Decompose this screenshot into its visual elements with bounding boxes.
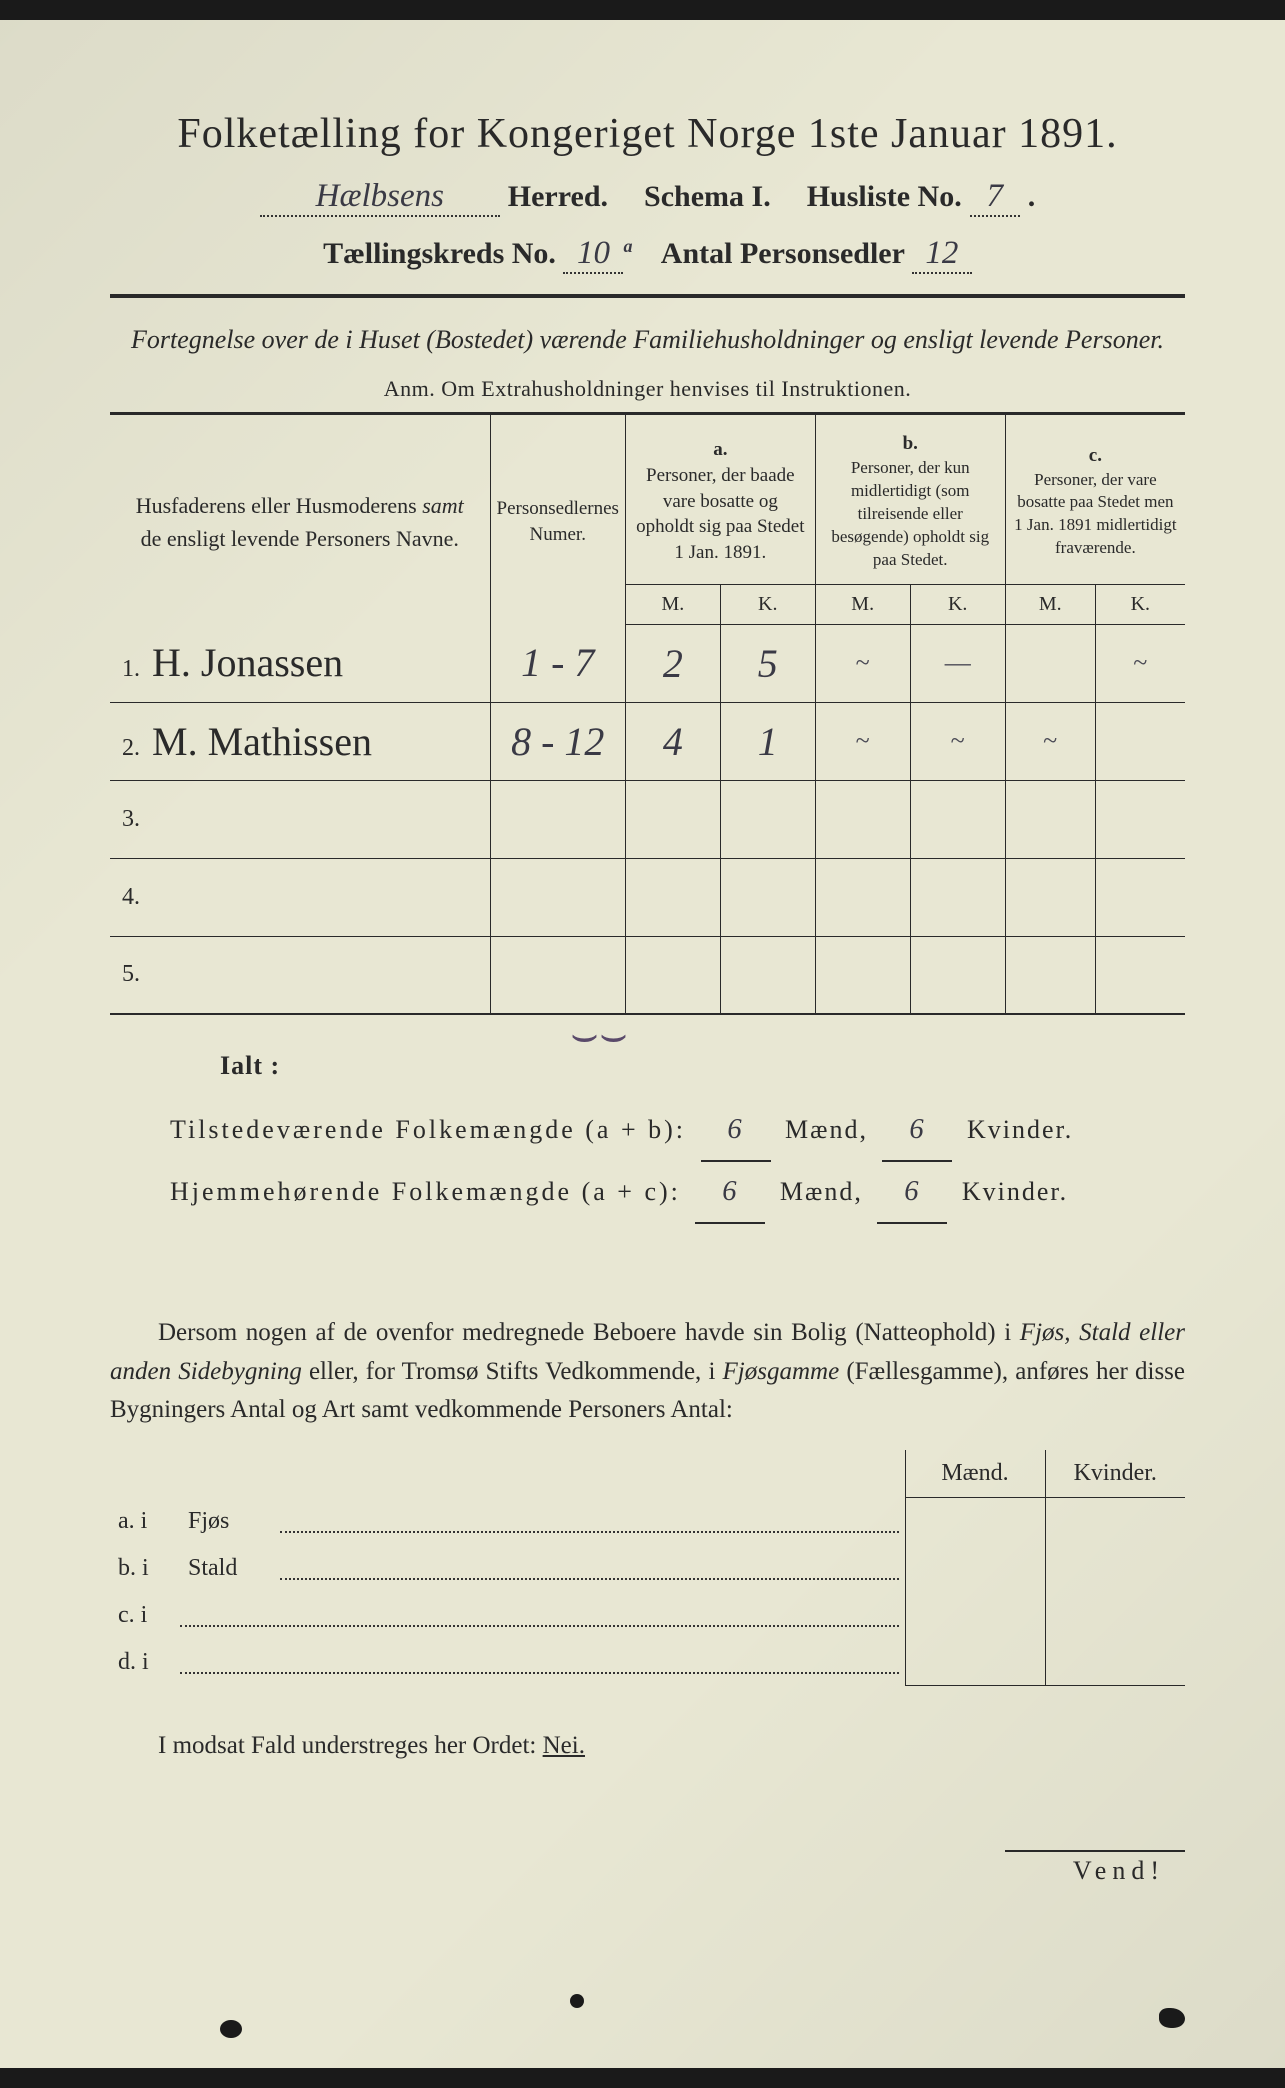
divider-1 [110, 294, 1185, 298]
side-row: d. i [110, 1639, 1185, 1686]
kreds-value: 10 [563, 235, 623, 274]
checkmark-icon: ⌣⌣ [570, 1009, 628, 1060]
total-row-1: Tilstedeværende Folkemængde (a + b): 6 M… [170, 1100, 1185, 1162]
total-row-2: Hjemmehørende Folkemængde (a + c): 6 Mæn… [170, 1162, 1185, 1224]
personsedler-label: Antal Personsedler [661, 237, 905, 270]
col-a-m: M. [625, 584, 720, 624]
annotation-note: Anm. Om Extrahusholdninger henvises til … [110, 376, 1185, 402]
husliste-label: Husliste No. [807, 180, 962, 214]
modsat-line: I modsat Fald understreges her Ordet: Ne… [110, 1732, 1185, 1760]
col-head-c: c. Personer, der vare bosatte paa Stedet… [1005, 414, 1185, 584]
col-head-a: a. Personer, der baade vare bosatte og o… [625, 414, 815, 584]
side-building-table: Mænd. Kvinder. a. i Fjøs b. i Stald c. i… [110, 1450, 1185, 1686]
col-head-names: Husfaderens eller Husmoderens samt de en… [110, 414, 490, 624]
totals-block: Ialt : Tilstedeværende Folkemængde (a + … [110, 1039, 1185, 1224]
col-a-k: K. [720, 584, 815, 624]
table-row: 3. [110, 780, 1185, 858]
herred-label: Herred. [508, 180, 608, 214]
side-row: a. i Fjøs [110, 1498, 1185, 1545]
col-c-m: M. [1005, 584, 1095, 624]
header-line-2: Hælbsens Herred. Schema I. Husliste No. … [110, 178, 1185, 217]
side-row: b. i Stald [110, 1545, 1185, 1592]
kreds-suffix: a [623, 236, 632, 256]
ink-blot-icon [220, 2020, 242, 2038]
ialt-label: Ialt : [220, 1039, 1185, 1094]
side-head-k: Kvinder. [1045, 1450, 1185, 1498]
table-row: 2. M. Mathissen 8 - 12 4 1 ~ ~ ~ [110, 702, 1185, 780]
header-line-3: Tællingskreds No. 10a Antal Personsedler… [110, 235, 1185, 274]
subtitle: Fortegnelse over de i Huset (Bostedet) v… [110, 322, 1185, 358]
personsedler-value: 12 [912, 235, 972, 274]
table-row: 4. [110, 858, 1185, 936]
ink-blot-icon [1159, 2008, 1185, 2028]
schema-label: Schema I. [644, 180, 771, 214]
census-table: Husfaderens eller Husmoderens samt de en… [110, 412, 1185, 1015]
col-c-k: K. [1095, 584, 1185, 624]
side-row: c. i [110, 1592, 1185, 1639]
husliste-value: 7 [970, 178, 1020, 217]
col-head-numer: Personsedlernes Numer. [490, 414, 625, 624]
side-head-m: Mænd. [905, 1450, 1045, 1498]
herred-value: Hælbsens [260, 178, 500, 217]
table-row: 5. [110, 936, 1185, 1014]
census-form-page: Folketælling for Kongeriget Norge 1ste J… [0, 20, 1285, 2068]
col-b-k: K. [910, 584, 1005, 624]
table-row: 1. H. Jonassen 1 - 7 2 5 ~ — ~ [110, 624, 1185, 702]
col-head-b: b. Personer, der kun midlertidigt (som t… [815, 414, 1005, 584]
ink-blot-icon [570, 1994, 584, 2008]
instructions-paragraph: Dersom nogen af de ovenfor medregnede Be… [110, 1314, 1185, 1430]
col-b-m: M. [815, 584, 910, 624]
main-title: Folketælling for Kongeriget Norge 1ste J… [110, 110, 1185, 158]
vend-label: Vend! [1005, 1850, 1185, 1886]
kreds-label: Tællingskreds No. [323, 237, 556, 270]
